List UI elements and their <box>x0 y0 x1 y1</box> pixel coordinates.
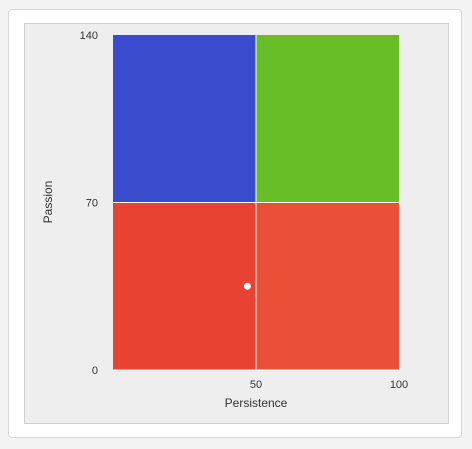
quadrant-top-left <box>113 35 256 203</box>
data-point-0 <box>243 282 251 290</box>
quadrant-bottom-left <box>113 202 256 370</box>
grid-layer <box>113 35 399 371</box>
x-axis-title: Persistence <box>225 396 288 410</box>
quadrant-top-right <box>256 35 399 203</box>
point-layer <box>243 282 251 290</box>
y-tick-label-0: 0 <box>92 365 98 377</box>
tick-layer: 50 100 0 70 140 <box>80 30 409 391</box>
x-tick-label-50: 50 <box>250 379 262 391</box>
y-axis-title: Passion <box>41 181 55 224</box>
y-tick-label-70: 70 <box>86 198 98 210</box>
y-tick-label-140: 140 <box>80 30 98 42</box>
x-tick-label-100: 100 <box>390 379 408 391</box>
quadrant-layer <box>113 35 399 370</box>
quadrant-bottom-right <box>256 202 399 370</box>
